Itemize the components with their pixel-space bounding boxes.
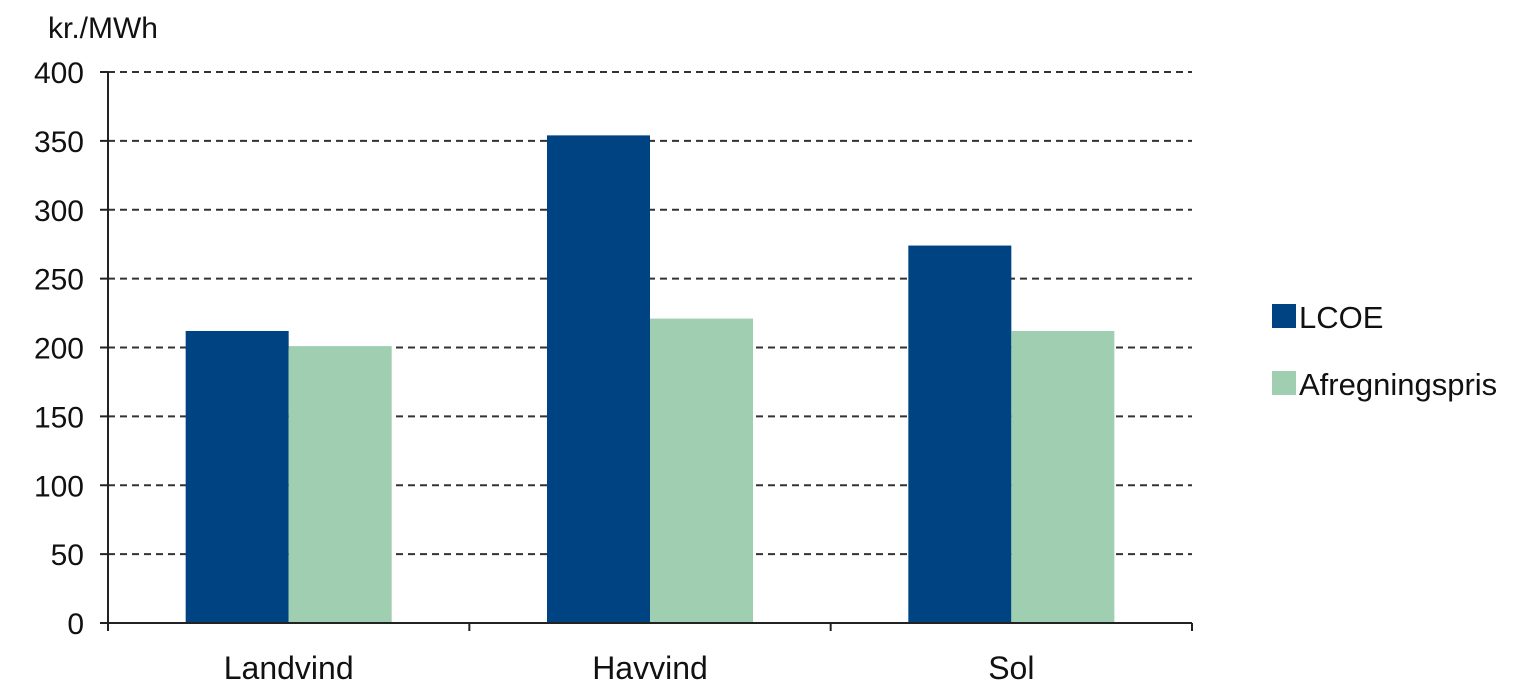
y-tick-label: 0 <box>67 608 84 641</box>
axes <box>100 71 1193 631</box>
x-tick-label: Havvind <box>592 650 708 686</box>
y-tick-label: 300 <box>34 195 84 228</box>
y-tick-label: 200 <box>34 333 84 366</box>
legend: LCOE Afregningspris <box>1272 300 1497 402</box>
bar-lcoe-landvind <box>185 330 289 623</box>
bar-afregningspris-havvind <box>650 318 753 623</box>
y-tick-labels: 0 50 100 150 200 250 300 350 400 <box>34 57 84 641</box>
bar-lcoe-havvind <box>547 135 650 624</box>
y-tick-label: 100 <box>34 470 84 503</box>
y-tick-label: 350 <box>34 126 84 159</box>
y-tick-label: 150 <box>34 401 84 434</box>
y-tick-label: 50 <box>51 539 84 572</box>
bar-afregningspris-landvind <box>288 346 392 623</box>
x-tick-label: Landvind <box>224 650 354 686</box>
legend-swatch-lcoe <box>1272 304 1296 328</box>
bars <box>185 135 1115 624</box>
y-axis-unit-label: kr./MWh <box>48 12 158 45</box>
x-tick-labels: Landvind Havvind Sol <box>224 650 1035 686</box>
bar-afregningspris-sol <box>1011 330 1115 623</box>
y-tick-label: 250 <box>34 264 84 297</box>
legend-swatch-afregningspris <box>1272 371 1296 395</box>
legend-label-lcoe: LCOE <box>1299 300 1383 335</box>
y-tick-label: 400 <box>34 57 84 90</box>
x-tick-label: Sol <box>988 650 1034 686</box>
legend-label-afregningspris: Afregningspris <box>1299 367 1497 402</box>
bar-lcoe-sol <box>908 245 1012 623</box>
